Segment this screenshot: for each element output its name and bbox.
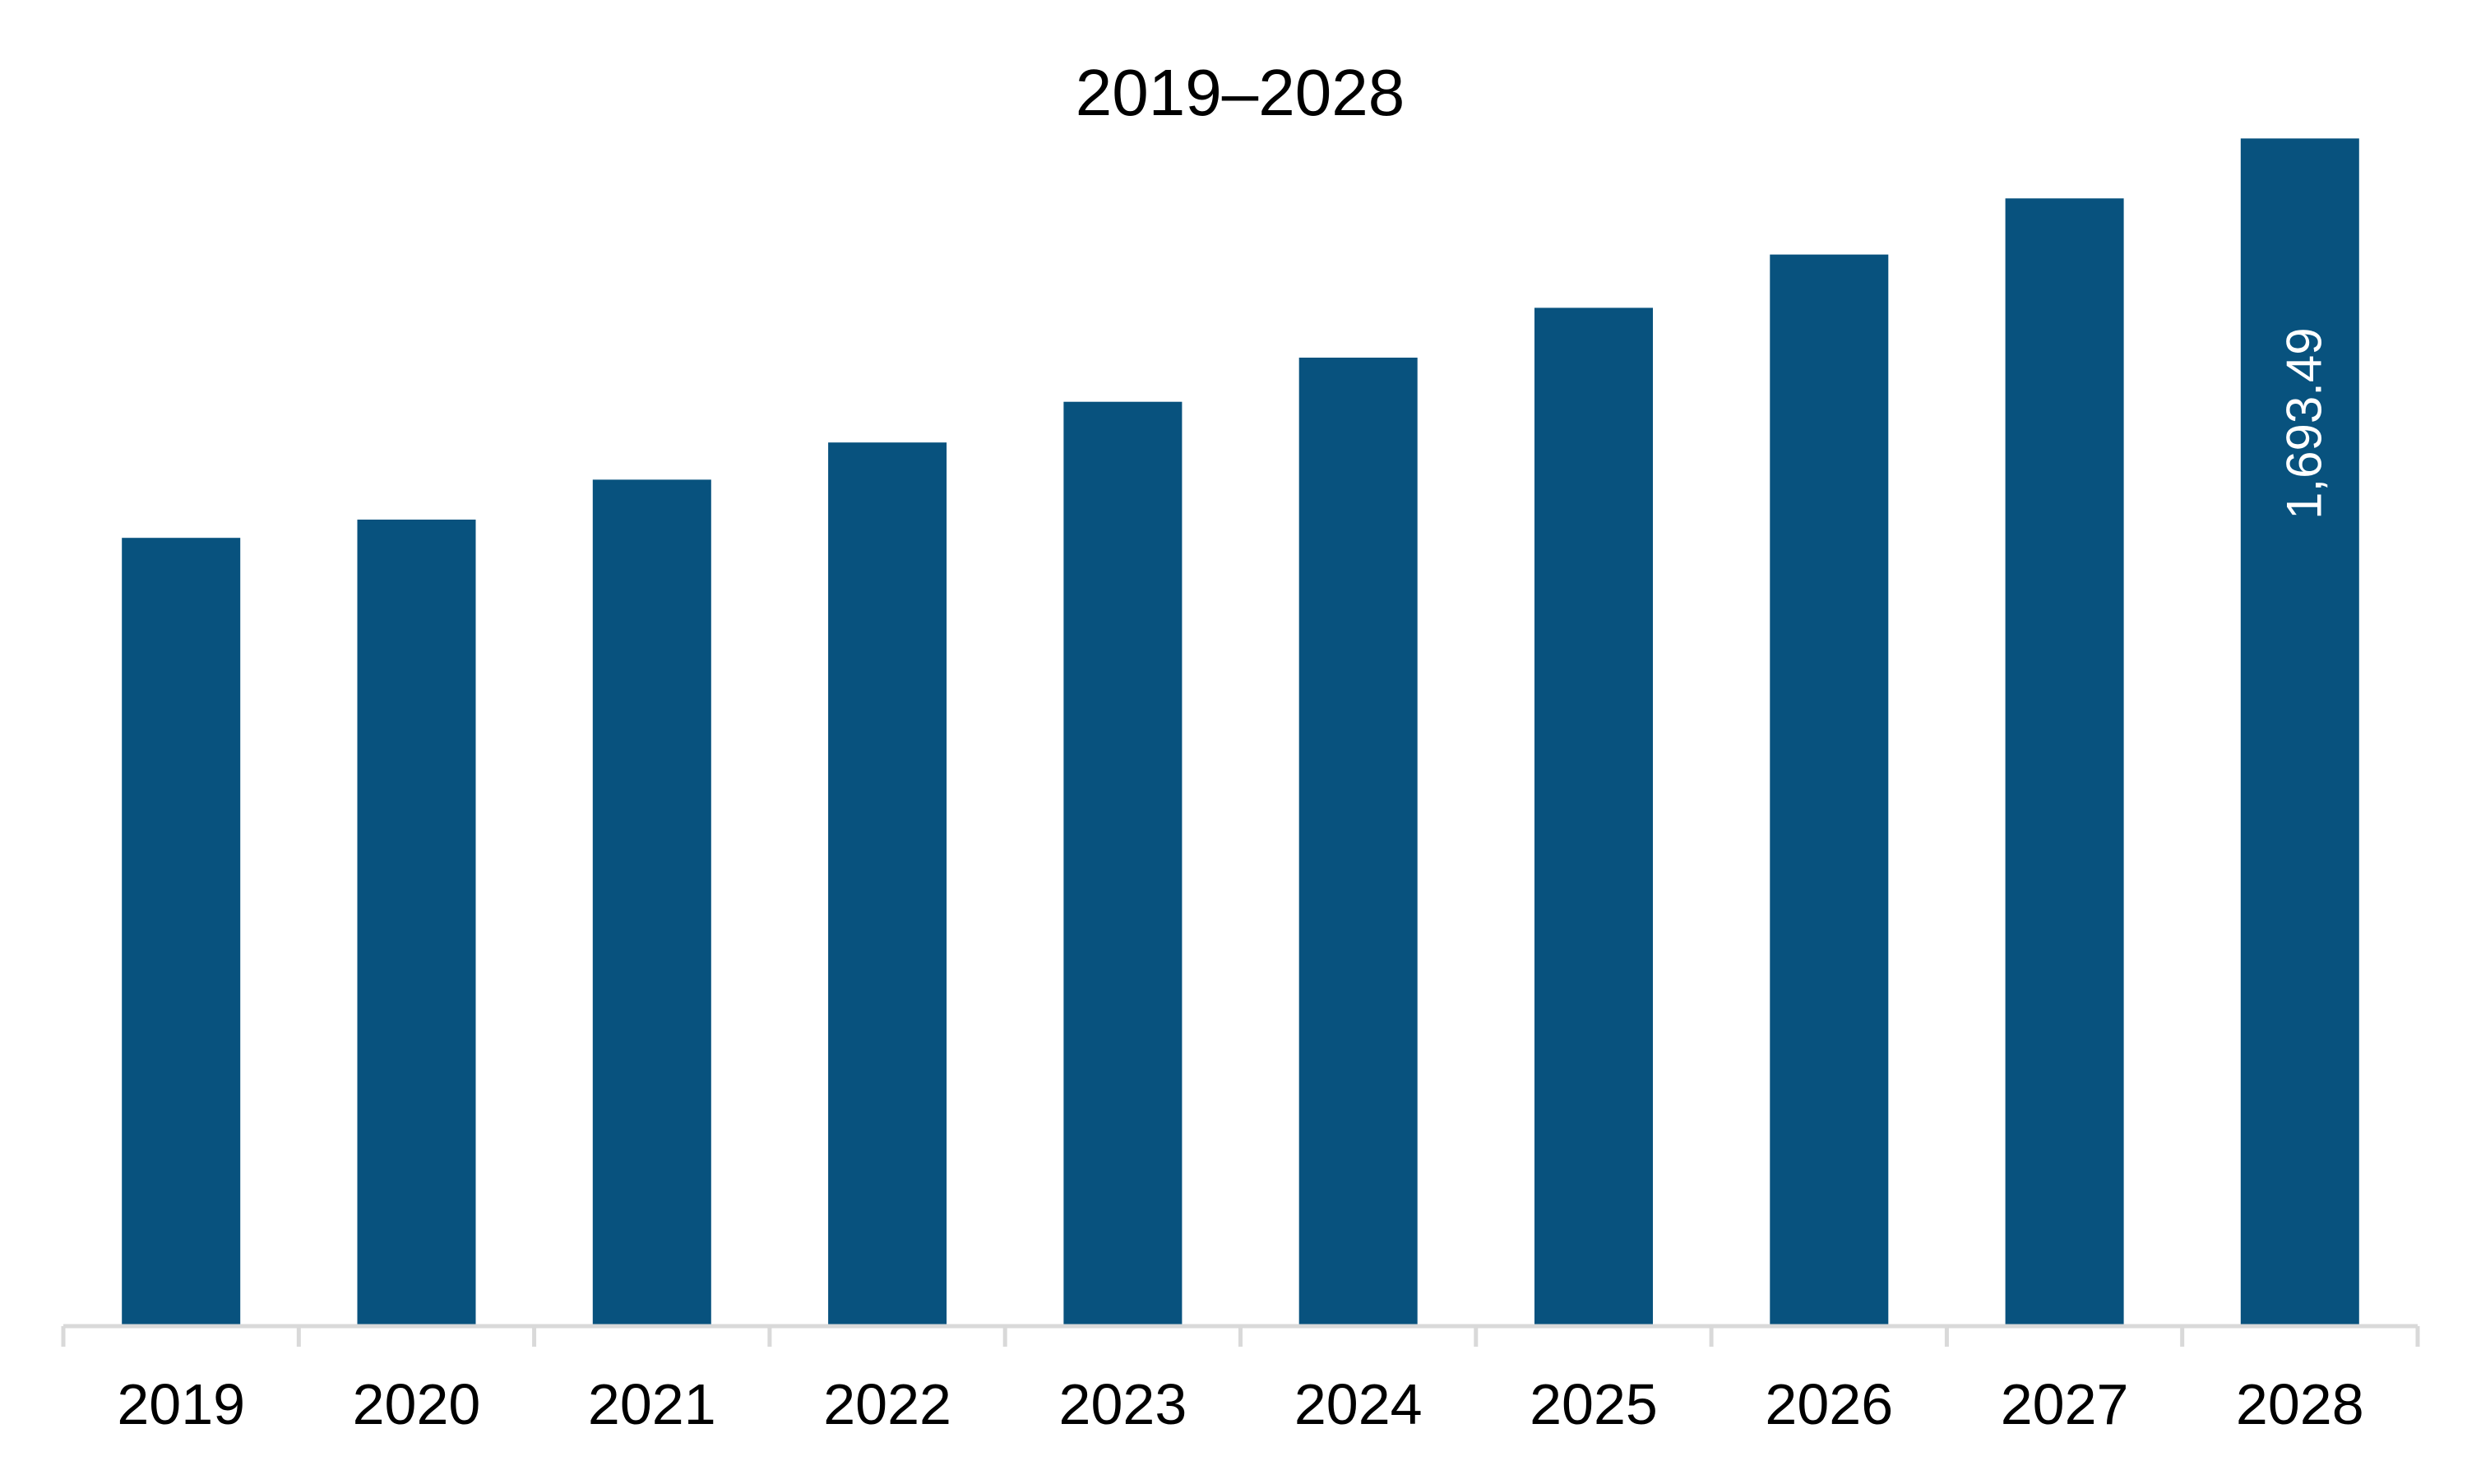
data-label-2028: 1,693.49 [2277,327,2332,520]
x-tick-labels: 2019 2020 2021 2022 2023 2024 2025 2026 2027 2028 [117,1372,2363,1436]
bar-2023 [1063,401,1183,1327]
x-tick-label-2020: 2020 [353,1372,481,1436]
data-labels: 1,693.49 [2277,327,2332,520]
bar-2027 [2005,198,2124,1326]
bar-2028 [2240,138,2359,1326]
bar-2026 [1770,254,1889,1327]
bar-2024 [1298,358,1418,1326]
chart-title: 2019–2028 [1076,56,1405,129]
x-tick-label-2021: 2021 [588,1372,716,1436]
x-tick-label-2028: 2028 [2236,1372,2364,1436]
x-tick-label-2024: 2024 [1294,1372,1423,1436]
bars-layer [122,138,2359,1327]
x-tick-label-2022: 2022 [823,1372,951,1436]
bar-2021 [592,479,711,1326]
x-tick-label-2025: 2025 [1530,1372,1658,1436]
x-axis [61,1324,2420,1347]
x-tick-label-2026: 2026 [1765,1372,1893,1436]
bar-2022 [828,442,947,1327]
bar-2020 [357,520,476,1326]
bar-2025 [1534,307,1653,1326]
x-tick-label-2027: 2027 [2001,1372,2129,1436]
x-tick-label-2023: 2023 [1059,1372,1187,1436]
bar-2019 [122,538,241,1326]
x-tick-label-2019: 2019 [117,1372,245,1436]
